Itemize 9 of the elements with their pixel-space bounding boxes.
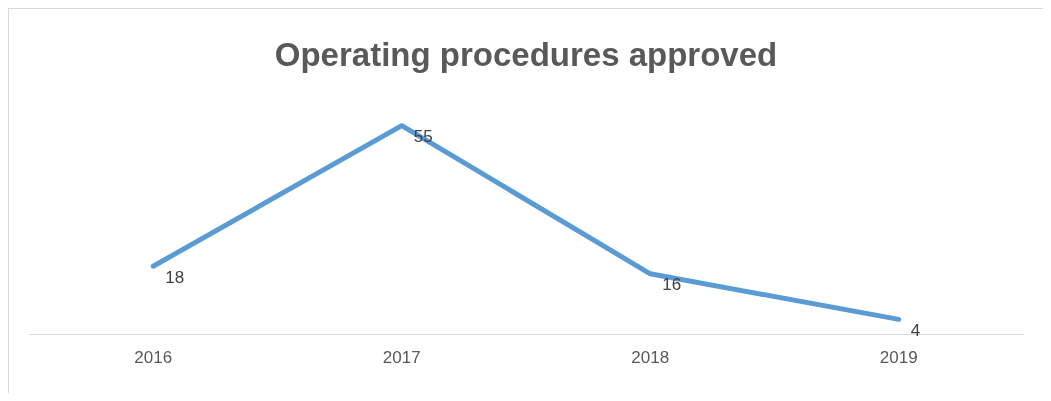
x-tick-label: 2019 [879,348,918,368]
x-tick-label: 2016 [134,348,173,368]
x-tick-label: 2018 [631,348,670,368]
data-label: 55 [413,127,433,147]
data-label: 18 [165,267,185,287]
data-label: 4 [910,321,921,341]
chart-title: Operating procedures approved [274,35,778,73]
data-label: 16 [662,275,682,295]
x-tick-label: 2017 [382,348,421,368]
